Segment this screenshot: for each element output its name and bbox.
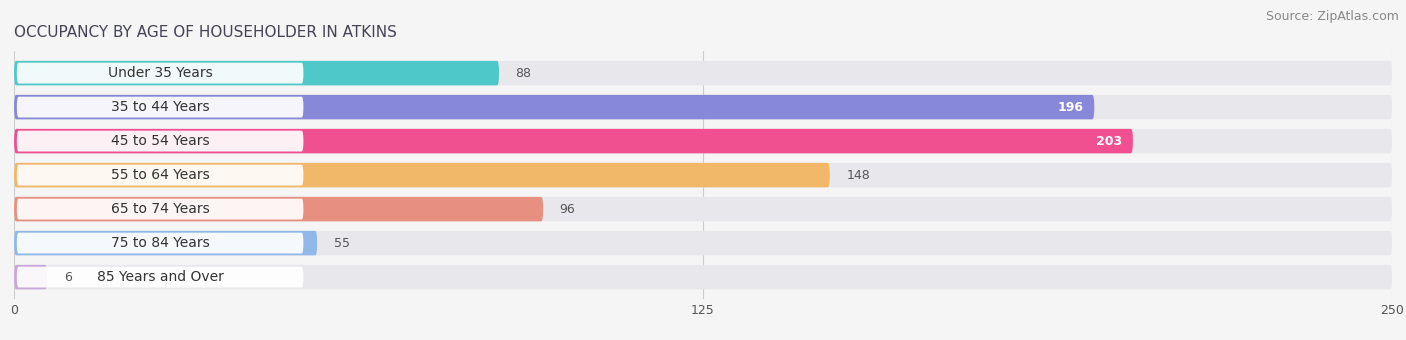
FancyBboxPatch shape xyxy=(14,163,830,187)
Text: 65 to 74 Years: 65 to 74 Years xyxy=(111,202,209,216)
Text: 45 to 54 Years: 45 to 54 Years xyxy=(111,134,209,148)
FancyBboxPatch shape xyxy=(17,267,304,288)
FancyBboxPatch shape xyxy=(14,197,543,221)
Text: 96: 96 xyxy=(560,203,575,216)
FancyBboxPatch shape xyxy=(14,265,1392,289)
FancyBboxPatch shape xyxy=(14,265,48,289)
FancyBboxPatch shape xyxy=(17,131,304,152)
Text: 35 to 44 Years: 35 to 44 Years xyxy=(111,100,209,114)
Text: Under 35 Years: Under 35 Years xyxy=(108,66,212,80)
FancyBboxPatch shape xyxy=(17,165,304,186)
FancyBboxPatch shape xyxy=(17,199,304,220)
FancyBboxPatch shape xyxy=(14,61,1392,85)
FancyBboxPatch shape xyxy=(14,197,1392,221)
FancyBboxPatch shape xyxy=(14,163,1392,187)
Text: 88: 88 xyxy=(516,67,531,80)
FancyBboxPatch shape xyxy=(17,233,304,254)
FancyBboxPatch shape xyxy=(14,61,499,85)
Text: 55 to 64 Years: 55 to 64 Years xyxy=(111,168,209,182)
Text: 75 to 84 Years: 75 to 84 Years xyxy=(111,236,209,250)
FancyBboxPatch shape xyxy=(17,63,304,84)
FancyBboxPatch shape xyxy=(14,95,1094,119)
FancyBboxPatch shape xyxy=(14,129,1133,153)
Text: 55: 55 xyxy=(333,237,350,250)
FancyBboxPatch shape xyxy=(14,95,1392,119)
Text: 203: 203 xyxy=(1095,135,1122,148)
FancyBboxPatch shape xyxy=(17,97,304,118)
Text: 148: 148 xyxy=(846,169,870,182)
Text: Source: ZipAtlas.com: Source: ZipAtlas.com xyxy=(1265,10,1399,23)
FancyBboxPatch shape xyxy=(14,231,318,255)
Text: 85 Years and Over: 85 Years and Over xyxy=(97,270,224,284)
FancyBboxPatch shape xyxy=(14,129,1392,153)
Text: OCCUPANCY BY AGE OF HOUSEHOLDER IN ATKINS: OCCUPANCY BY AGE OF HOUSEHOLDER IN ATKIN… xyxy=(14,25,396,40)
Text: 196: 196 xyxy=(1057,101,1083,114)
FancyBboxPatch shape xyxy=(14,231,1392,255)
Text: 6: 6 xyxy=(63,271,72,284)
